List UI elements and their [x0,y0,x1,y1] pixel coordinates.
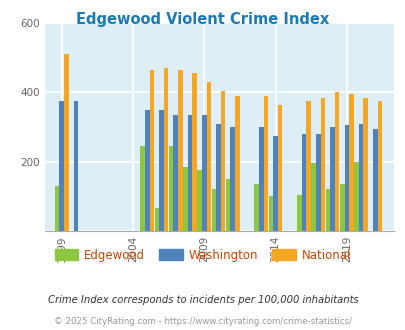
Bar [140,146,145,231]
Bar [145,110,149,231]
Legend: Edgewood, Washington, National: Edgewood, Washington, National [50,244,355,266]
Bar [362,98,367,231]
Bar [206,82,211,231]
Bar [353,162,358,231]
Bar [273,136,277,231]
Bar [263,96,267,231]
Bar [334,92,339,231]
Bar [372,129,377,231]
Bar [258,127,263,231]
Bar [202,115,206,231]
Bar [220,91,225,231]
Bar [74,101,78,231]
Bar [296,195,301,231]
Bar [329,127,334,231]
Bar [377,101,381,231]
Bar [173,115,178,231]
Bar [225,179,230,231]
Text: Edgewood Violent Crime Index: Edgewood Violent Crime Index [76,12,329,26]
Bar [348,94,353,231]
Bar [183,167,187,231]
Bar [344,125,348,231]
Bar [149,70,154,231]
Bar [163,68,168,231]
Bar [234,96,239,231]
Bar [211,189,216,231]
Bar [154,209,159,231]
Bar [311,163,315,231]
Bar [178,70,182,231]
Bar [192,73,196,231]
Bar [268,196,273,231]
Bar [64,54,68,231]
Bar [197,170,202,231]
Bar [60,101,64,231]
Bar [216,124,220,231]
Bar [230,127,234,231]
Bar [305,101,310,231]
Bar [339,184,344,231]
Text: © 2025 CityRating.com - https://www.cityrating.com/crime-statistics/: © 2025 CityRating.com - https://www.city… [54,317,351,326]
Bar [301,134,305,231]
Text: Crime Index corresponds to incidents per 100,000 inhabitants: Crime Index corresponds to incidents per… [47,295,358,305]
Bar [315,134,320,231]
Bar [254,184,258,231]
Bar [159,110,163,231]
Bar [325,189,329,231]
Bar [55,186,60,231]
Bar [168,146,173,231]
Bar [320,98,324,231]
Bar [187,115,192,231]
Bar [358,124,362,231]
Bar [277,105,282,231]
